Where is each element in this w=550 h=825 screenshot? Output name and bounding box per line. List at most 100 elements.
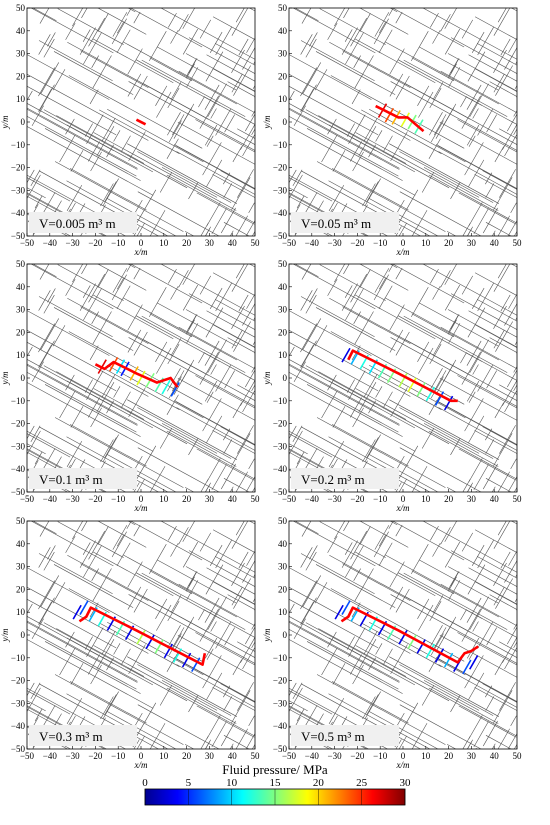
x-tick-label: −30 xyxy=(328,494,343,504)
fracture-line xyxy=(149,466,166,492)
fracture-line xyxy=(482,720,498,747)
y-tick-label: −20 xyxy=(273,163,288,173)
x-tick-label: −10 xyxy=(373,494,388,504)
fracture-line xyxy=(27,364,138,426)
fracture-line xyxy=(206,391,214,403)
colorbar-tick-label: 30 xyxy=(400,777,412,789)
fracture-line xyxy=(485,183,495,198)
fracture-line xyxy=(374,12,390,37)
fracture-line xyxy=(127,304,143,331)
fracture-line xyxy=(93,388,237,467)
fracture-panel-6: −50 −40 −30 −20 −10 0 10 20 30 40 50 50 40 30 20 10 0 −10… xyxy=(262,516,522,770)
fracture-line xyxy=(468,310,517,338)
fracture-line xyxy=(242,647,255,670)
fracture-line xyxy=(474,174,517,198)
fracture-line xyxy=(133,11,141,24)
fracture-line xyxy=(66,185,83,212)
fracture-line xyxy=(39,170,160,236)
branch-fracture xyxy=(443,395,454,411)
fracture-line xyxy=(471,31,485,53)
y-tick-label: 10 xyxy=(16,350,26,360)
fracture-line xyxy=(354,311,374,345)
fracture-line xyxy=(389,73,404,97)
fracture-line xyxy=(57,8,124,45)
fracture-line xyxy=(518,8,535,37)
fracture-line xyxy=(403,59,508,117)
fracture-line xyxy=(136,222,145,236)
fracture-line xyxy=(390,337,517,407)
fracture-line xyxy=(185,53,255,92)
fracture-line xyxy=(206,54,255,82)
fracture-line xyxy=(461,95,481,129)
fracture-line xyxy=(494,146,505,163)
colorbar-tick-label: 10 xyxy=(226,777,238,789)
fracture-line xyxy=(428,394,441,415)
x-tick-label: 40 xyxy=(490,751,500,761)
fracture-line xyxy=(485,439,495,454)
fracture-line xyxy=(293,361,306,383)
fracture-line xyxy=(344,285,353,298)
fracture-line xyxy=(382,135,393,153)
fracture-line xyxy=(112,268,128,293)
y-tick-label: 10 xyxy=(16,94,26,104)
volume-label-box xyxy=(291,212,399,233)
y-tick-label: 40 xyxy=(16,26,26,36)
fracture-line xyxy=(378,534,387,547)
fracture-line xyxy=(300,84,317,112)
fracture-line xyxy=(346,636,355,650)
fracture-line xyxy=(476,43,517,66)
fracture-line xyxy=(374,268,390,293)
fracture-line xyxy=(223,478,250,492)
fracture-line xyxy=(350,273,368,303)
fracture-line xyxy=(87,141,100,162)
fracture-line xyxy=(471,287,485,309)
y-tick-label: 20 xyxy=(16,327,26,337)
fracture-line xyxy=(382,391,393,409)
fracture-line xyxy=(101,117,116,142)
fracture-line xyxy=(428,174,517,224)
fracture-line xyxy=(430,376,444,399)
fracture-line xyxy=(300,34,313,55)
fracture-line xyxy=(289,359,376,407)
fracture-line xyxy=(300,601,314,625)
fracture-line xyxy=(199,275,211,295)
fracture-line xyxy=(330,588,465,662)
fracture-line xyxy=(215,282,233,312)
fracture-line xyxy=(207,596,227,631)
fracture-line xyxy=(141,572,246,630)
x-tick-label: −30 xyxy=(66,238,81,248)
fracture-line xyxy=(72,264,84,283)
fracture-line xyxy=(292,682,303,700)
fracture-line xyxy=(27,346,33,357)
branch-fracture xyxy=(170,382,180,397)
fracture-line xyxy=(458,448,517,481)
fracture-line xyxy=(428,687,517,737)
fracture-line xyxy=(364,434,381,462)
fracture-line xyxy=(54,674,184,745)
fracture-line xyxy=(130,521,203,561)
fracture-line xyxy=(155,341,168,362)
fracture-line xyxy=(251,641,255,649)
y-tick-label: 0 xyxy=(283,117,288,127)
fracture-line xyxy=(27,177,71,202)
fracture-line xyxy=(223,735,250,749)
main-fracture-path xyxy=(135,118,147,126)
y-tick-label: 30 xyxy=(278,562,288,572)
branch-fracture xyxy=(384,107,394,123)
fracture-line xyxy=(350,17,368,47)
fracture-line xyxy=(198,609,205,621)
fracture-line xyxy=(289,687,303,712)
fracture-line xyxy=(68,331,203,405)
fracture-line xyxy=(289,451,322,471)
fracture-line xyxy=(175,658,255,703)
fracture-line xyxy=(418,347,434,374)
fracture-line xyxy=(212,581,255,605)
fracture-line xyxy=(330,331,465,405)
fracture-line xyxy=(39,8,50,24)
fracture-line xyxy=(87,397,100,418)
colorbar-tick-label: 15 xyxy=(270,777,282,789)
fracture-line xyxy=(178,270,189,288)
fracture-line xyxy=(235,728,248,749)
fracture-line xyxy=(305,38,317,58)
fracture-line xyxy=(188,438,199,456)
